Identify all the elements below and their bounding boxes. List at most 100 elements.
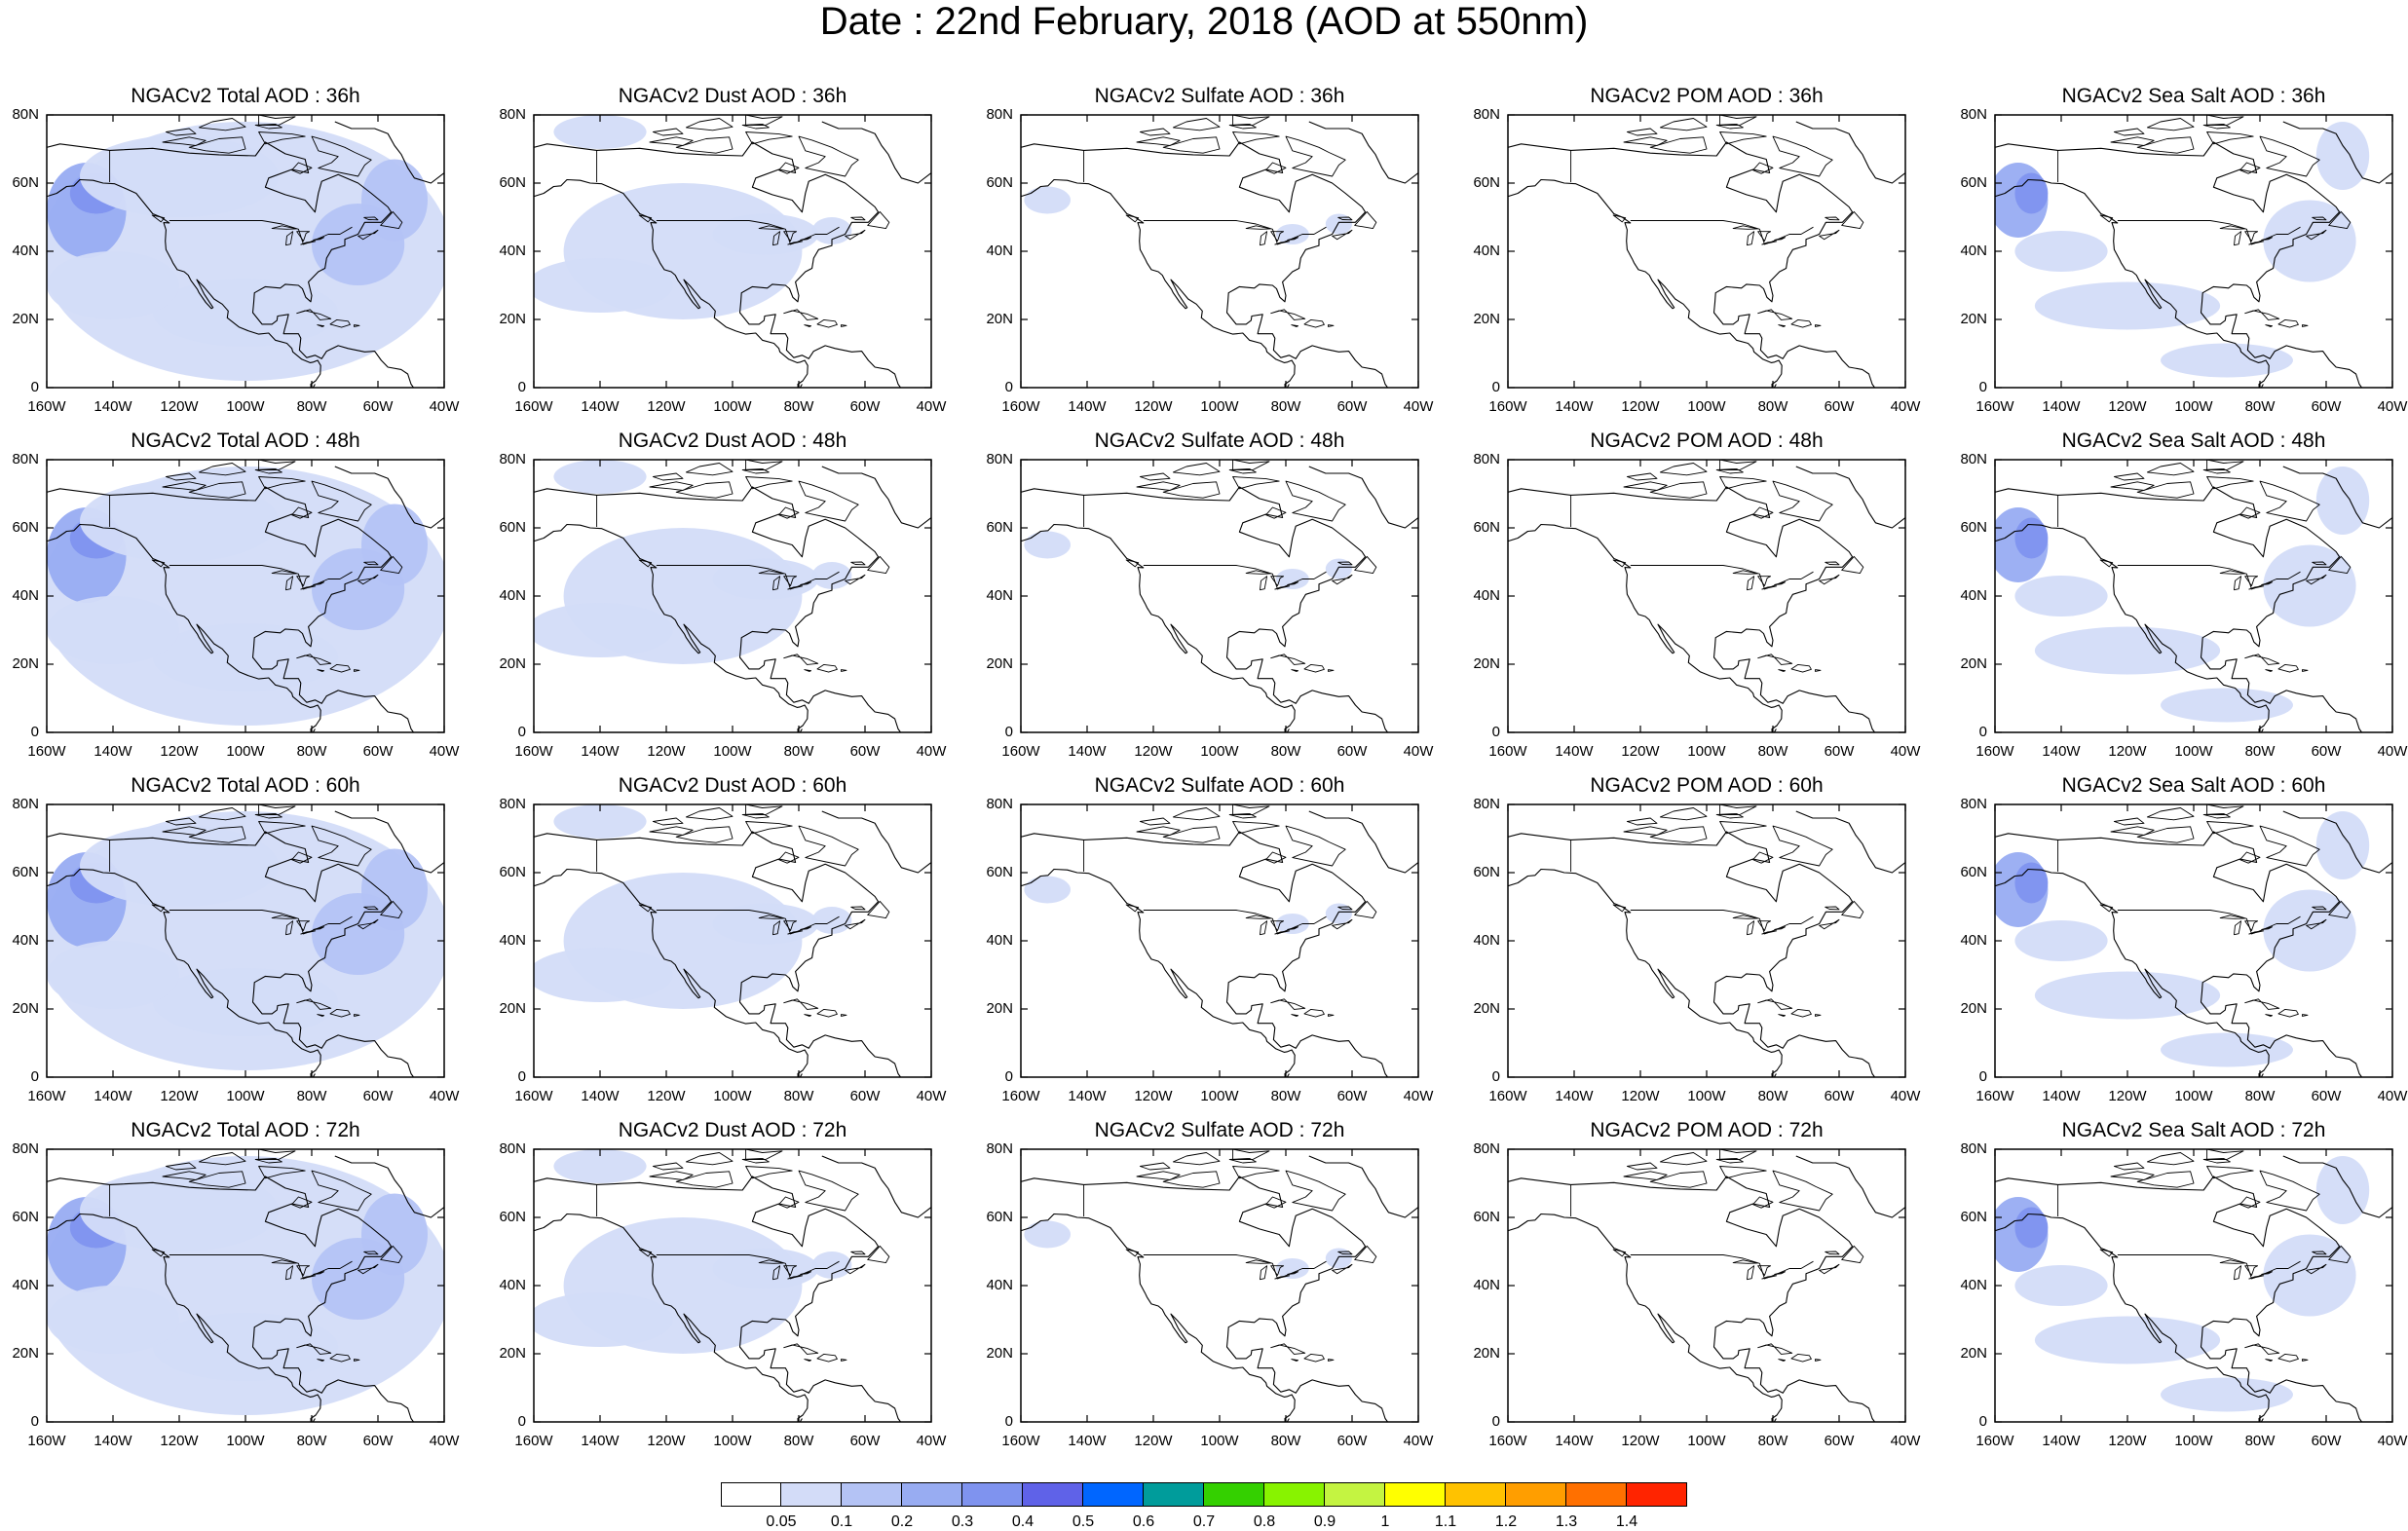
island-outline	[1139, 1162, 1171, 1171]
panel-title: NGACv2 Sulfate AOD : 60h	[1094, 774, 1345, 797]
x-tick-label: 80W	[296, 743, 327, 760]
island-outline	[1332, 229, 1353, 241]
island-outline	[357, 229, 379, 241]
island-outline	[317, 669, 325, 672]
map-plot	[46, 459, 445, 733]
island-outline	[783, 231, 798, 242]
island-outline	[816, 1008, 838, 1018]
island-outline	[2110, 1171, 2155, 1180]
island-outline	[1287, 237, 1299, 241]
island-outline	[1819, 1263, 1840, 1275]
island-outline	[329, 1353, 351, 1363]
island-outline	[1757, 231, 1772, 242]
map-panel-pom-36h: NGACv2 POM AOD : 36h 160W 140W 120W 100W 80W 6…	[1473, 86, 1920, 415]
y-tick-label: 20N	[986, 1000, 1013, 1017]
panel-title: NGACv2 Dust AOD : 48h	[618, 429, 847, 452]
map-panel-sulfate-36h: NGACv2 Sulfate AOD : 36h 160W 140W 120W 100W…	[986, 86, 1433, 415]
y-tick-label: 80N	[986, 1140, 1013, 1157]
island-outline	[2202, 123, 2231, 130]
island-outline	[296, 576, 311, 586]
country-border	[169, 565, 353, 590]
y-tick-label: 0	[1491, 1413, 1500, 1430]
aod-shading	[553, 115, 647, 149]
island-outline	[816, 318, 838, 328]
x-tick-label: 100W	[1687, 1433, 1726, 1449]
island-outline	[296, 1265, 311, 1276]
coastline	[1308, 121, 1418, 184]
island-outline	[1778, 1359, 1787, 1362]
island-outline	[1354, 555, 1377, 575]
island-outline	[783, 920, 798, 931]
island-outline	[1136, 481, 1181, 491]
coastline	[1995, 1176, 2363, 1422]
coastline	[1995, 523, 2270, 732]
island-outline	[2239, 1196, 2261, 1209]
coastline	[47, 1176, 415, 1422]
country-border	[1630, 565, 1814, 590]
island-outline	[649, 481, 694, 491]
aod-shading	[2315, 1156, 2370, 1224]
island-outline	[2244, 231, 2259, 242]
island-outline	[363, 906, 379, 911]
island-outline	[1332, 574, 1353, 585]
island-outline	[311, 825, 372, 867]
colorbar-label: 0.5	[1072, 1513, 1095, 1530]
coastline	[1995, 178, 2270, 388]
x-tick-label: 80W	[296, 1433, 327, 1449]
island-outline	[188, 481, 246, 499]
map-plot	[1507, 1148, 1906, 1423]
aod-shading	[534, 948, 673, 1002]
y-tick-label: 60N	[1960, 1209, 1987, 1225]
island-outline	[2265, 669, 2274, 672]
island-outline	[1332, 918, 1353, 930]
x-tick-label: 80W	[1757, 743, 1788, 760]
island-outline	[2328, 1245, 2352, 1264]
x-tick-label: 100W	[2174, 1433, 2213, 1449]
x-tick-label: 160W	[27, 398, 66, 415]
island-outline	[2136, 1171, 2195, 1188]
island-outline	[783, 1265, 798, 1276]
island-outline	[1265, 851, 1287, 864]
colorbar-swatch	[1446, 1482, 1506, 1507]
y-tick-label: 0	[1004, 724, 1013, 740]
figure-title: Date : 22nd February, 2018 (AOD at 550nm…	[819, 0, 1589, 43]
island-outline	[2302, 324, 2309, 327]
island-outline	[1761, 930, 1778, 935]
y-tick-label: 0	[1978, 1068, 1987, 1085]
island-outline	[800, 581, 812, 585]
island-outline	[165, 817, 197, 826]
x-tick-label: 40W	[2377, 743, 2408, 760]
island-outline	[1265, 162, 1287, 174]
y-tick-label: 0	[30, 1068, 39, 1085]
panel-title: NGACv2 Sea Salt AOD : 60h	[2061, 774, 2326, 797]
island-outline	[1626, 472, 1658, 481]
x-tick-label: 40W	[1403, 1088, 1434, 1104]
x-tick-label: 140W	[94, 1433, 132, 1449]
island-outline	[313, 237, 325, 241]
country-border	[1630, 220, 1814, 245]
aod-shading	[2034, 1316, 2221, 1364]
panel-title: NGACv2 POM AOD : 36h	[1590, 85, 1824, 107]
island-outline	[317, 324, 325, 327]
island-outline	[1623, 136, 1668, 146]
island-outline	[2248, 241, 2265, 245]
island-outline	[1752, 162, 1774, 174]
island-outline	[2219, 915, 2245, 919]
y-tick-label: 20N	[986, 655, 1013, 672]
y-tick-label: 60N	[12, 864, 39, 880]
island-outline	[1285, 825, 1346, 867]
island-outline	[296, 309, 332, 320]
island-outline	[2234, 576, 2242, 591]
panel-title: NGACv2 POM AOD : 72h	[1590, 1119, 1824, 1141]
y-tick-label: 80N	[1473, 106, 1500, 123]
panel-title: NGACv2 Dust AOD : 60h	[618, 774, 847, 797]
x-tick-label: 80W	[1270, 743, 1301, 760]
island-outline	[291, 506, 313, 519]
island-outline	[841, 324, 847, 327]
coastline	[47, 486, 415, 732]
island-outline	[1715, 812, 1744, 819]
colorbar-swatch	[1566, 1482, 1627, 1507]
island-outline	[772, 576, 781, 591]
coastline	[334, 466, 444, 529]
x-tick-label: 120W	[1621, 743, 1660, 760]
